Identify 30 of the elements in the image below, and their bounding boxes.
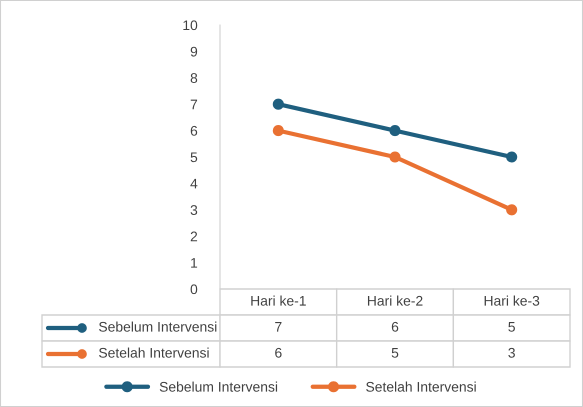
data-label: 6 xyxy=(392,322,398,332)
legend-label: Setelah Intervensi xyxy=(99,348,209,358)
y-tick-label: 0 xyxy=(190,284,198,294)
point xyxy=(506,151,518,163)
y-tick-label: 6 xyxy=(190,126,198,136)
data-label: 6 xyxy=(275,348,282,358)
data-label: 3 xyxy=(508,348,515,358)
data-label: 5 xyxy=(508,322,515,332)
text: Setelah Intervensi xyxy=(366,382,476,392)
y-tick-label: 10 xyxy=(183,20,198,30)
y-tick-label: 2 xyxy=(190,232,198,242)
y-tick-label: 3 xyxy=(190,205,198,215)
point xyxy=(389,125,401,136)
y-tick-label: 5 xyxy=(190,152,198,162)
y-tick-label: 4 xyxy=(190,178,198,188)
point xyxy=(272,98,284,110)
point xyxy=(506,204,518,216)
legend-label: Sebelum Intervensi xyxy=(99,322,216,332)
point xyxy=(272,125,284,136)
data-label: 7 xyxy=(275,322,282,332)
y-tick-label: 9 xyxy=(190,46,198,57)
point xyxy=(389,151,401,163)
y-tick-label: 7 xyxy=(190,100,198,110)
x-tick-label: Hari ke-2 xyxy=(368,296,422,306)
y-tick-label: 1 xyxy=(191,258,198,268)
x-tick-label: Hari ke-1 xyxy=(251,296,306,306)
y-tick-label: 8 xyxy=(190,73,198,83)
data-label: 5 xyxy=(392,348,398,358)
text: Sebelum Intervensi xyxy=(160,382,278,392)
x-tick-label: Hari ke-3 xyxy=(484,296,540,306)
